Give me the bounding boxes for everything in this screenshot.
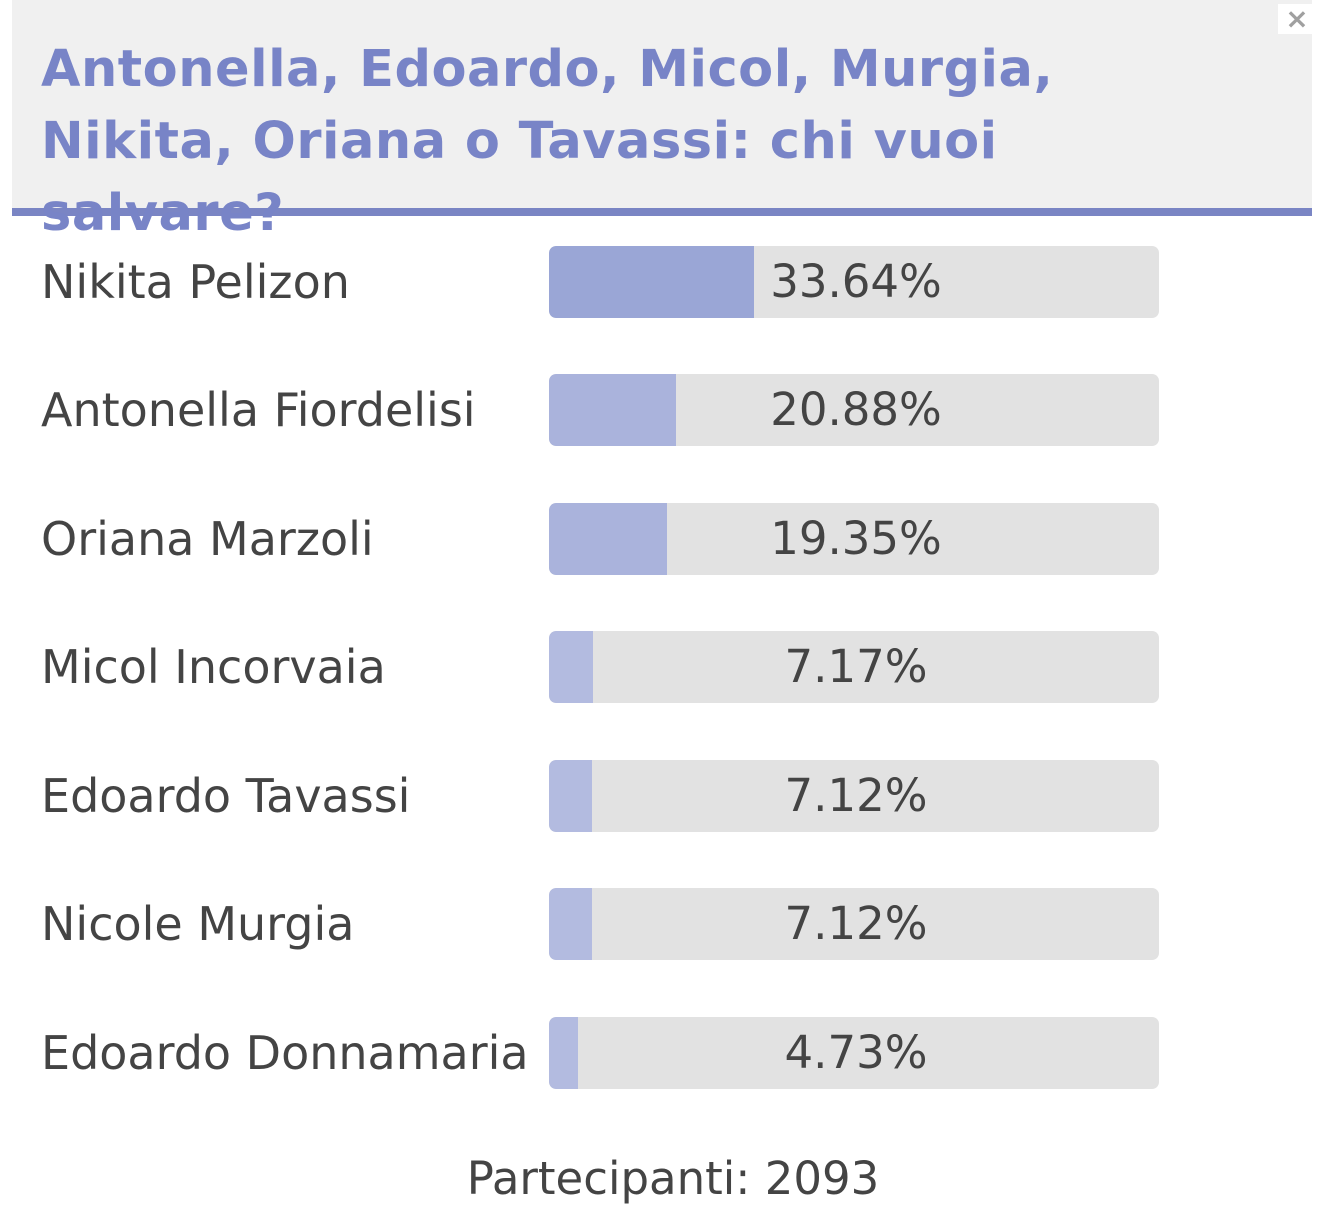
poll-option-row[interactable]: Edoardo Tavassi 7.12%	[0, 759, 1330, 833]
poll-option-row[interactable]: Nicole Murgia 7.12%	[0, 887, 1330, 961]
option-label: Micol Incorvaia	[41, 640, 386, 694]
option-bar-fill	[549, 631, 593, 703]
option-percent: 33.64%	[770, 255, 942, 308]
option-bar-fill	[549, 1017, 578, 1089]
option-bar-fill	[549, 888, 593, 960]
option-percent: 4.73%	[784, 1026, 928, 1079]
poll-title: Antonella, Edoardo, Micol, Murgia, Nikit…	[41, 40, 1054, 243]
option-label: Nikita Pelizon	[41, 255, 350, 309]
option-label: Oriana Marzoli	[41, 512, 374, 566]
option-percent: 20.88%	[770, 383, 942, 436]
option-bar[interactable]: 7.12%	[549, 888, 1159, 960]
option-label: Edoardo Donnamaria	[41, 1026, 529, 1080]
option-bar[interactable]: 20.88%	[549, 374, 1159, 446]
option-label: Edoardo Tavassi	[41, 769, 411, 823]
option-label: Nicole Murgia	[41, 897, 355, 951]
option-percent: 7.12%	[784, 897, 928, 950]
option-percent: 7.17%	[784, 640, 928, 693]
option-bar[interactable]: 7.12%	[549, 760, 1159, 832]
close-icon[interactable]: ×	[1278, 4, 1316, 34]
option-bar-fill	[549, 760, 593, 832]
poll-header: Antonella, Edoardo, Micol, Murgia, Nikit…	[12, 0, 1312, 243]
option-bar-fill	[549, 503, 668, 575]
option-label: Antonella Fiordelisi	[41, 383, 476, 437]
participants-count: Partecipanti: 2093	[466, 1152, 880, 1205]
poll-option-row[interactable]: Edoardo Donnamaria 4.73%	[0, 1016, 1330, 1090]
option-percent: 19.35%	[770, 512, 942, 565]
option-percent: 7.12%	[784, 769, 928, 822]
option-bar-fill	[549, 374, 677, 446]
option-bar-fill	[549, 246, 755, 318]
poll-option-row[interactable]: Nikita Pelizon 33.64%	[0, 245, 1330, 319]
option-bar[interactable]: 7.17%	[549, 631, 1159, 703]
option-bar[interactable]: 33.64%	[549, 246, 1159, 318]
poll-option-row[interactable]: Micol Incorvaia 7.17%	[0, 630, 1330, 704]
option-bar[interactable]: 19.35%	[549, 503, 1159, 575]
poll-option-row[interactable]: Antonella Fiordelisi 20.88%	[0, 373, 1330, 447]
poll-option-row[interactable]: Oriana Marzoli 19.35%	[0, 502, 1330, 576]
option-bar[interactable]: 4.73%	[549, 1017, 1159, 1089]
